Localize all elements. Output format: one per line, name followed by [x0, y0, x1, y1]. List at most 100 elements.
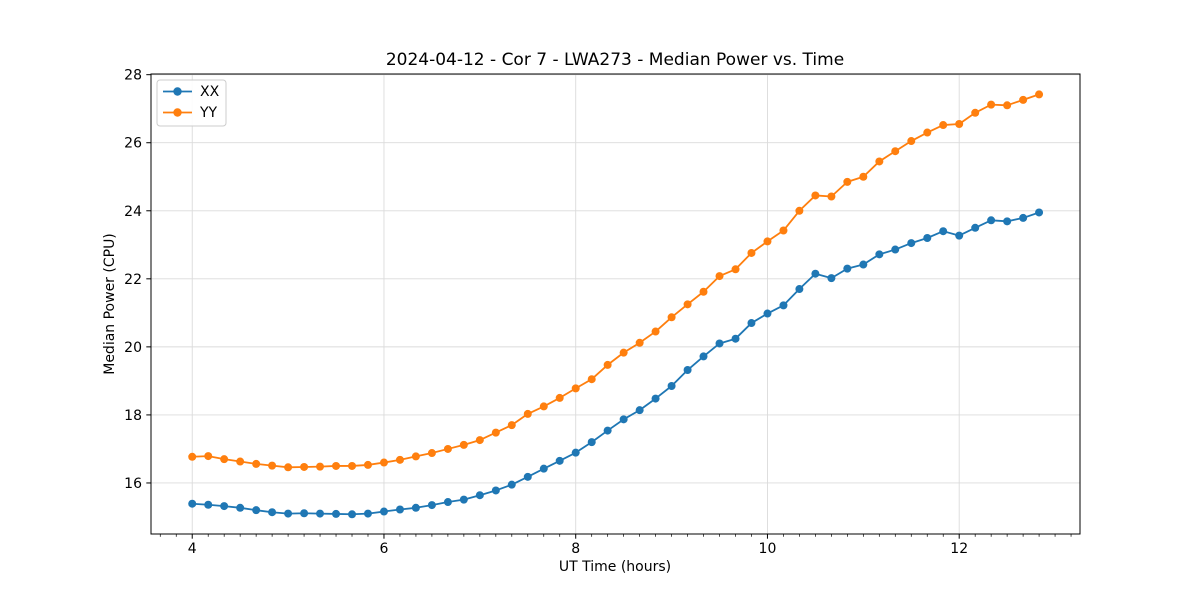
legend: XX YY — [156, 79, 227, 127]
series-xx-marker — [507, 480, 516, 489]
series-yy-marker — [427, 449, 436, 458]
series-yy-marker — [907, 137, 916, 146]
series-xx-marker — [332, 509, 341, 518]
legend-item-xx: XX — [163, 84, 220, 100]
legend-label-xx: XX — [200, 84, 220, 100]
series-xx-marker — [1019, 213, 1028, 222]
x-tick-label: 6 — [380, 541, 389, 557]
series-xx-marker — [459, 495, 468, 504]
legend-marker-icon-yy — [173, 108, 182, 117]
series-xx-marker — [316, 509, 325, 518]
series-xx-marker — [939, 227, 948, 236]
series-xx-marker — [651, 394, 660, 403]
series-xx-marker — [204, 500, 213, 509]
series-yy-marker — [779, 226, 788, 235]
series-yy-marker — [955, 120, 964, 129]
series-yy-marker — [252, 459, 261, 468]
series-xx-marker — [252, 506, 261, 515]
plot-border — [150, 73, 1081, 535]
series-yy-marker — [395, 455, 404, 464]
series-yy-marker — [1035, 90, 1044, 99]
x-axis-label: UT Time (hours) — [559, 559, 671, 575]
x-tick-label: 4 — [188, 541, 197, 557]
series-xx-marker — [348, 510, 357, 519]
series-yy-marker — [875, 157, 884, 166]
series-xx-marker — [763, 309, 772, 318]
y-tick-label: 18 — [124, 408, 142, 424]
series-yy-marker — [523, 409, 532, 418]
series-yy-marker — [1003, 101, 1012, 110]
series-yy-marker — [411, 452, 420, 461]
series-xx-marker — [491, 486, 500, 495]
series-xx-marker — [220, 502, 229, 511]
series-yy-marker — [827, 192, 836, 201]
series-xx-marker — [236, 503, 245, 512]
series-yy-marker — [747, 248, 756, 257]
series-xx-marker — [523, 472, 532, 481]
series-xx-marker — [188, 499, 197, 508]
series-xx-marker — [395, 505, 404, 514]
series-xx-marker — [747, 319, 756, 328]
series-yy-marker — [891, 147, 900, 156]
series-yy-marker — [316, 462, 325, 471]
series-yy-marker — [348, 461, 357, 470]
series-yy-marker — [763, 237, 772, 246]
series-xx-marker — [699, 352, 708, 361]
series-xx-marker — [715, 339, 724, 348]
series-yy-marker — [459, 440, 468, 449]
series-yy-marker — [923, 128, 932, 137]
series-xx-marker — [923, 233, 932, 242]
series-yy-marker — [539, 402, 548, 411]
y-axis-ticks: 16 18 20 22 24 26 28 — [124, 68, 151, 492]
series-yy-marker — [491, 428, 500, 437]
series-xx-marker — [843, 264, 852, 273]
y-tick-label: 16 — [124, 476, 142, 492]
series-xx-marker — [827, 274, 836, 283]
series-yy-marker — [715, 272, 724, 281]
x-tick-label: 8 — [571, 541, 580, 557]
series-yy-marker — [843, 177, 852, 186]
legend-label-yy: YY — [199, 105, 218, 121]
series-xx-marker — [427, 501, 436, 510]
series-xx-marker — [795, 285, 804, 294]
series-yy-marker — [667, 313, 676, 322]
gridlines — [151, 74, 1080, 534]
series-xx — [188, 208, 1044, 519]
series-yy-marker — [635, 338, 644, 347]
series-xx-marker — [731, 334, 740, 343]
series-yy-marker — [443, 444, 452, 453]
series-yy-marker — [555, 393, 564, 402]
series-yy-marker — [363, 460, 372, 469]
series-yy — [188, 90, 1044, 472]
y-tick-label: 28 — [124, 68, 142, 84]
series-yy-marker — [619, 348, 628, 357]
series-xx-marker — [811, 269, 820, 278]
series-xx-marker — [1003, 217, 1012, 226]
y-tick-label: 26 — [124, 136, 142, 152]
series-yy-marker — [699, 287, 708, 296]
series-yy-marker — [987, 100, 996, 109]
series-xx-marker — [539, 464, 548, 473]
series-xx-marker — [907, 239, 916, 248]
series-xx-marker — [284, 509, 293, 518]
y-tick-label: 20 — [124, 340, 142, 356]
series-xx-marker — [475, 491, 484, 500]
series-yy-marker — [332, 461, 341, 470]
series-xx-marker — [571, 448, 580, 457]
series-yy-marker — [220, 455, 229, 464]
x-axis-ticks: 4 6 8 10 12 — [188, 534, 968, 557]
series-xx-marker — [587, 438, 596, 447]
series-yy-marker — [971, 108, 980, 117]
x-tick-label: 10 — [759, 541, 777, 557]
series-xx-marker — [443, 498, 452, 507]
series-yy-marker — [731, 265, 740, 274]
series-xx-marker — [859, 260, 868, 269]
series-yy-marker — [859, 172, 868, 181]
series-xx-marker — [875, 250, 884, 259]
legend-item-yy: YY — [163, 105, 218, 121]
series-xx-marker — [891, 245, 900, 254]
series-yy-marker — [507, 421, 516, 430]
series-yy-marker — [236, 457, 245, 466]
series-xx-marker — [667, 382, 676, 390]
